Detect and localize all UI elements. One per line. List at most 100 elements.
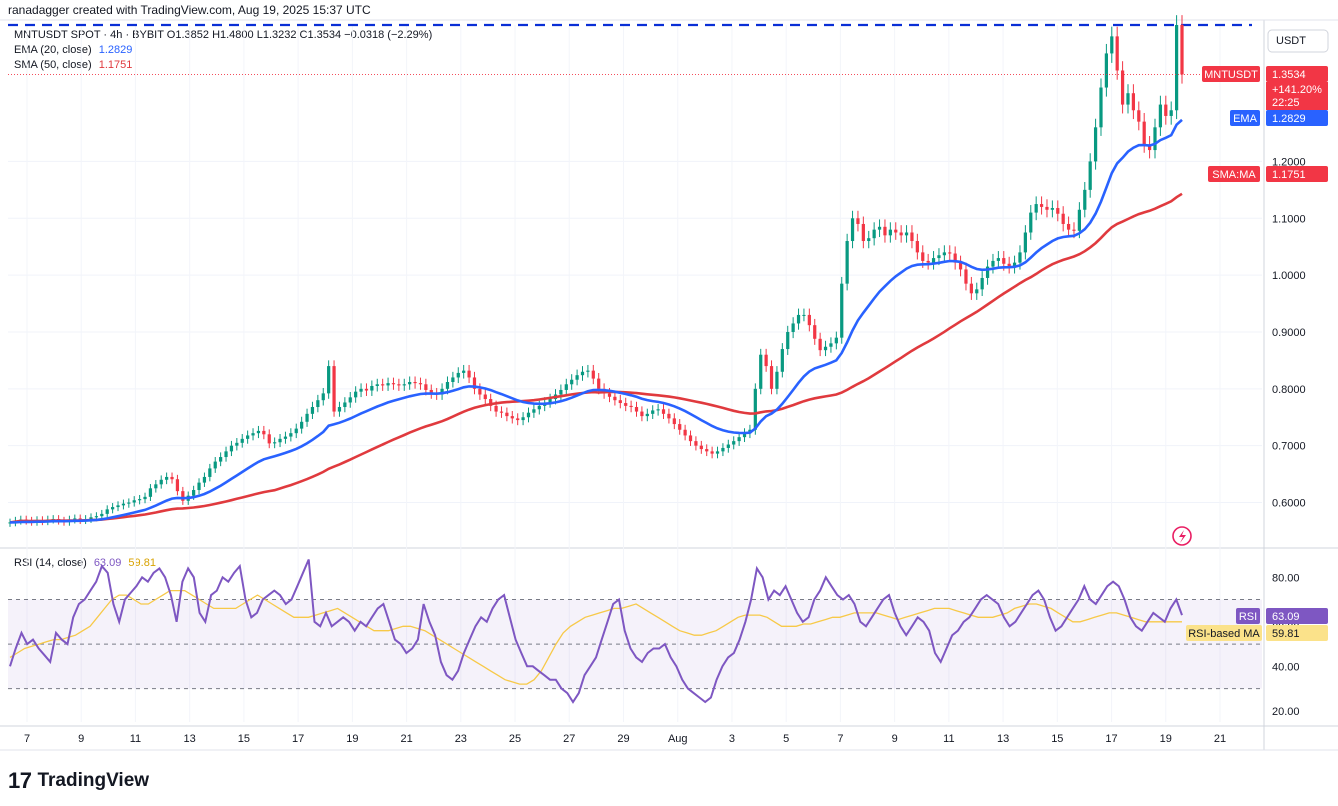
- candle-body: [721, 447, 725, 452]
- candle-body: [759, 354, 763, 389]
- candle-body: [570, 379, 574, 385]
- candle-body: [359, 388, 363, 392]
- rsi-pane: [8, 559, 1262, 704]
- candle-body: [175, 479, 180, 492]
- candle-body: [402, 384, 406, 386]
- candle-body: [111, 507, 115, 510]
- candle-body: [105, 509, 109, 514]
- candle-body: [694, 441, 698, 446]
- candle-body: [8, 522, 12, 524]
- sma-legend-value: 1.1751: [98, 59, 133, 71]
- time-tick-label: 19: [1160, 733, 1172, 745]
- candle-body: [138, 499, 142, 501]
- candle-body: [381, 384, 385, 386]
- candle-body: [246, 435, 250, 439]
- ema-tag-label: EMA: [1233, 113, 1258, 125]
- candle-body: [386, 383, 390, 386]
- candle-body: [332, 366, 336, 412]
- candle-body: [1072, 229, 1076, 231]
- flash-icon[interactable]: [1172, 526, 1192, 546]
- candle-body: [121, 503, 126, 506]
- time-tick-label: 13: [184, 733, 196, 745]
- candle-body: [289, 433, 293, 437]
- candle-body: [899, 232, 903, 236]
- ema-20-line: [9, 118, 1183, 524]
- candle-body: [953, 253, 957, 263]
- candle-body: [872, 229, 876, 239]
- candle-body: [1007, 263, 1011, 267]
- candle-body: [1029, 212, 1033, 233]
- tradingview-logo-icon: 17: [8, 768, 32, 793]
- grid-lines: [0, 19, 1338, 751]
- candle-body: [127, 502, 131, 504]
- candle-body: [505, 412, 509, 417]
- time-tick-label: 3: [729, 733, 735, 745]
- candle-body: [532, 409, 536, 413]
- time-tick-label: 13: [997, 733, 1009, 745]
- candle-body: [877, 226, 882, 230]
- candle-body: [1023, 232, 1027, 253]
- candle-body: [607, 393, 612, 397]
- candle-body: [321, 393, 325, 401]
- candle-body: [829, 343, 833, 347]
- time-tick-label: 9: [78, 733, 84, 745]
- candle-body: [89, 517, 93, 520]
- candle-body: [1034, 204, 1038, 213]
- candle-body: [1110, 36, 1114, 54]
- candle-body: [796, 314, 801, 324]
- candle-body: [688, 435, 693, 442]
- candle-body: [559, 389, 563, 395]
- candle-body: [661, 409, 666, 414]
- symbol-ohlc-line: MNTUSDT SPOT · 4h · BYBIT O1.3852 H1.480…: [14, 29, 433, 41]
- candle-body: [931, 258, 936, 263]
- rsi-tag-value: 63.09: [1272, 611, 1300, 623]
- candle-body: [1137, 110, 1141, 122]
- candle-body: [100, 513, 104, 517]
- price-tick-label: 1.0000: [1272, 270, 1306, 282]
- candle-body: [769, 366, 774, 389]
- candle-body: [715, 451, 720, 454]
- candle-body: [1131, 93, 1136, 111]
- candle-body: [834, 337, 838, 344]
- candle-body: [742, 433, 747, 438]
- candle-body: [948, 252, 952, 254]
- candle-body: [229, 445, 234, 452]
- candle-body: [305, 413, 309, 422]
- candle-body: [267, 434, 271, 444]
- candle-body: [634, 407, 639, 412]
- candle-body: [780, 349, 784, 372]
- time-tick-label: 11: [943, 733, 954, 745]
- candle-body: [580, 371, 585, 376]
- time-tick-label: 9: [892, 733, 898, 745]
- candle-body: [591, 370, 595, 379]
- candle-body: [1066, 223, 1071, 230]
- candle-body: [996, 258, 1000, 261]
- candle-body: [94, 516, 99, 518]
- candle-body: [710, 451, 714, 454]
- candle-body: [1093, 127, 1098, 162]
- candle-body: [969, 283, 973, 294]
- candle-body: [1126, 93, 1130, 105]
- currency-label: USDT: [1276, 35, 1306, 47]
- candle-body: [343, 402, 347, 408]
- candle-body: [1083, 189, 1087, 210]
- time-tick-label: 25: [509, 733, 521, 745]
- rsi-tick-label: 20.00: [1272, 706, 1300, 718]
- candle-body: [526, 412, 531, 418]
- candle-body: [791, 323, 795, 332]
- candle-body: [597, 378, 601, 389]
- ema-tag-label-bg: [1230, 110, 1260, 126]
- candle-body: [888, 229, 892, 236]
- symbol-price-tag: MNTUSDT 1.3534 +141.20%22:25: [1202, 66, 1328, 110]
- candle-body: [586, 370, 590, 372]
- chart-legend: MNTUSDT SPOT · 4h · BYBIT O1.3852 H1.480…: [14, 28, 432, 73]
- candle-body: [840, 283, 844, 338]
- symbol-price-tag-extra-bg: [1266, 82, 1328, 110]
- candle-body: [364, 388, 369, 391]
- candle-body: [856, 218, 860, 224]
- time-tick-label: 17: [292, 733, 304, 745]
- brand-name: TradingView: [37, 770, 150, 791]
- rsi-tick-label: 40.00: [1272, 661, 1300, 673]
- rsi-ma-line: [9, 589, 1182, 685]
